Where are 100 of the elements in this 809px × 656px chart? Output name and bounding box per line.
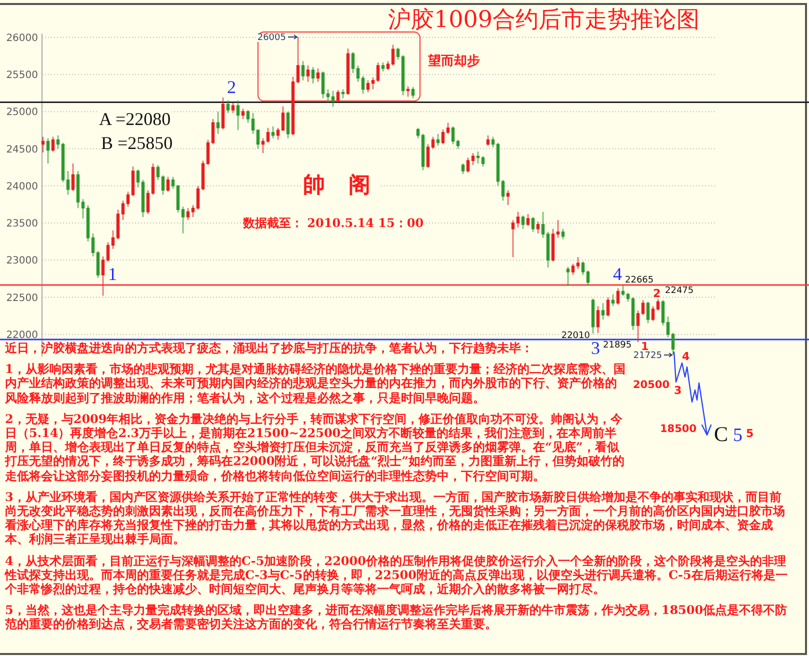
annotation: 望而却步 [427,53,480,69]
annotation: 2 [227,77,236,97]
text: 3 [674,384,682,397]
candlestick [281,106,285,132]
candlestick [166,176,170,192]
annotation: B =25850 [101,133,173,153]
candlestick [591,298,595,334]
candlestick [611,294,615,307]
chart-title: 沪胶1009合约后市走势推论图 [388,7,700,33]
candlestick [101,256,105,296]
annotation: 2 [653,287,661,300]
candlestick [561,228,565,240]
candlestick [66,170,70,196]
candlestick [221,97,225,130]
candlestick [656,298,660,311]
y-tick-label: 23500 [6,218,38,230]
candlestick [251,112,255,134]
candlestick [571,263,575,276]
y-tick-label: 26000 [6,32,38,44]
candlestick [286,111,290,139]
text: 1，从影响因素看，市场的悲观预期，尤其是对通胀妨碍经济的隐忧是价格下挫的重要力量；经济的二次探底需求、国内产业结构政策的调整出现、未来可预期内国内经济的悲观是空头力量的内在推力，而内外股市的下行、资产价格的风险释放则起到了推波助澜的作用；笔者认为，这个过程是必然之事，只是时间早晚问题。 [5,362,626,405]
text: 20500 [633,379,670,391]
candlestick [511,220,515,258]
candlestick [606,296,610,317]
candlestick [231,102,235,114]
candlestick [96,250,100,278]
annotation: 帥 阁 [303,172,379,198]
candlestick [356,65,360,82]
candlestick [41,136,45,153]
candlestick [216,111,220,134]
annotation: 3 [591,338,600,358]
candlestick [441,128,445,145]
candlestick [246,110,250,124]
candlestick [476,151,480,164]
candlestick [361,76,365,94]
candlestick [81,198,85,219]
candlestick [171,176,175,190]
candlestick [306,65,310,82]
annotation: 1 [641,340,649,353]
candlestick [141,179,145,218]
candlestick [406,86,410,98]
candlestick [196,185,200,210]
candlestick [126,191,130,208]
candlestick [471,152,475,166]
text: 4，从技术层面看，目前正运行与深幅调整的C-5加速阶段，22000价格的压制作用将促使胶价运行介入一个全新的阶段，这个阶段将是空头的非理性试探支持出现。而本周的重要任务就是完成C-3与C-5的转换，即，22500附近的高点反弹出现，以便空头进行调兵遣将。C-5在后期运行将是一个非常惨烈的过程，持仓的快速减少、时间短空间大、尾声换月等等将一气呵成，近期介入的散多将被一网打尽。 [5,554,788,596]
candlestick [481,156,485,167]
candlestick [391,44,395,66]
candlestick [651,306,655,322]
text: 4 [682,350,690,363]
candlestick [446,122,450,134]
candlestick [551,228,555,262]
candlestick [261,138,265,154]
candlestick [546,231,550,268]
candlestick [61,142,65,183]
candlestick [176,184,180,213]
candlestick [416,128,420,139]
candlestick [76,170,80,208]
candlestick [146,190,150,214]
candlestick [436,133,440,146]
text: 18500 [660,423,697,435]
candlestick [451,126,455,145]
annotation: 26005 [257,33,286,43]
candlestick [321,71,325,99]
candlestick [566,266,570,286]
candlestick [256,128,260,150]
candlestick [456,139,460,150]
candlestick [666,316,670,338]
candlestick [521,215,525,230]
y-tick-label: 25500 [6,70,38,82]
candlestick [401,54,405,96]
candlestick [641,300,645,316]
candlestick [276,128,280,140]
candlestick [381,62,385,72]
candlestick [461,163,465,174]
candlestick [351,52,355,74]
candlestick [241,108,245,120]
candlestick [91,232,95,257]
annotation: A =22080 [99,109,171,129]
candlestick [386,60,390,70]
candlestick [331,90,335,108]
candlestick [226,100,230,114]
candlestick [376,62,380,82]
candlestick [661,300,665,326]
candlestick [336,90,340,102]
candlestick [576,256,580,270]
annotation: 22665 [625,275,654,286]
annotation: 4 [613,264,622,284]
annotation: 22010 [561,331,590,341]
y-tick-label: 24500 [6,144,38,156]
y-tick-label: 23000 [6,256,38,267]
candlestick [366,80,370,93]
text: 5 [746,427,754,440]
annotation: 近日，沪胶横盘进迭向的方式表现了疲态，涌现出了抄底与打压的抗争，笔者认为，下行趋势未毕： [5,341,533,355]
annotation: 22475 [665,286,694,296]
candlestick [116,209,120,240]
candlestick [46,138,50,164]
candlestick [396,47,400,60]
candlestick [426,144,430,168]
candlestick [536,221,540,234]
candlestick [621,284,625,296]
